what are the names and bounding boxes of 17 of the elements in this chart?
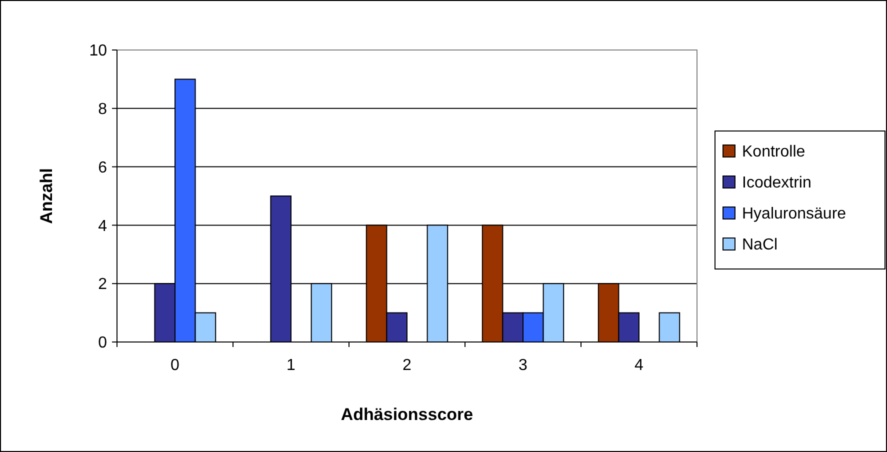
y-axis-title: Anzahl — [37, 168, 56, 224]
y-tick-label: 0 — [98, 334, 108, 352]
legend-label: Icodextrin — [742, 174, 812, 192]
y-tick-label: 2 — [98, 276, 108, 294]
y-tick-label: 8 — [98, 101, 108, 118]
legend-label: Kontrolle — [742, 144, 806, 161]
legend-label: Hyaluronsäure — [742, 206, 846, 223]
x-tick-label: 4 — [634, 357, 644, 374]
y-tick-label: 6 — [98, 159, 108, 176]
legend-label: NaCl — [742, 236, 778, 254]
x-tick-label: 1 — [286, 357, 296, 374]
y-tick-label: 10 — [89, 42, 108, 60]
y-tick-label: 4 — [98, 218, 108, 235]
x-axis-title: Adhäsionsscore — [340, 405, 474, 424]
x-tick-label: 0 — [170, 357, 180, 374]
x-tick-label: 2 — [402, 357, 412, 374]
x-tick-label: 3 — [518, 357, 528, 374]
